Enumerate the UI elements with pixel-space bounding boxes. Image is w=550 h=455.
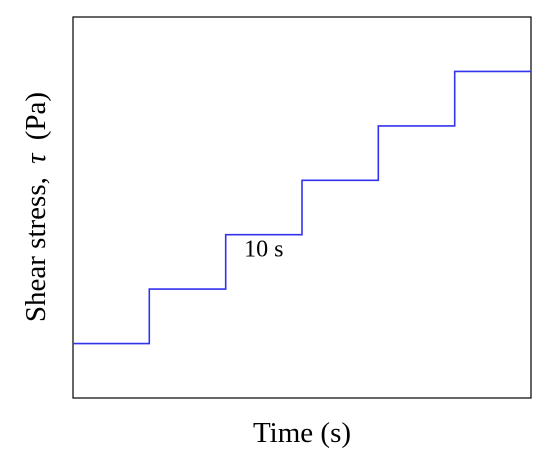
plot-frame <box>72 16 532 399</box>
series-layer <box>73 70 531 345</box>
y-axis-label: Shear stress, τ (Pa) <box>20 92 52 322</box>
x-axis-label: Time (s) <box>253 417 351 449</box>
y-axis-label-unit: (Pa) <box>20 92 52 140</box>
series-line-1 <box>73 70 531 345</box>
y-axis-label-text: Shear stress, <box>20 177 52 322</box>
y-axis-label-symbol: τ <box>20 152 52 164</box>
annotation-layer: 10 s <box>244 237 283 263</box>
annotation-1: 10 s <box>244 237 283 263</box>
